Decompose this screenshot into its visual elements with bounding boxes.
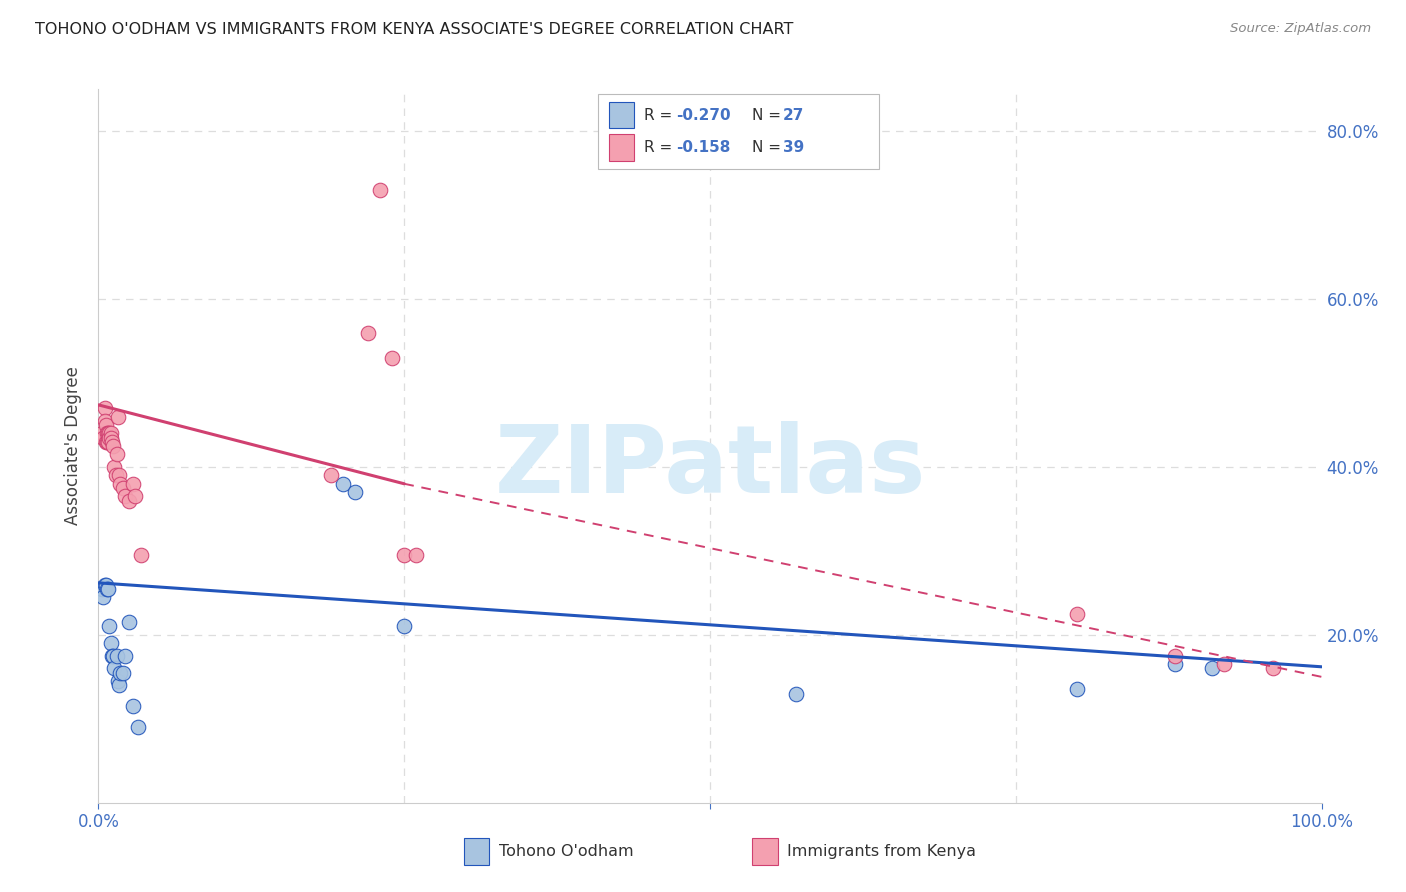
- Point: [392, 548, 416, 562]
- Y-axis label: Associate's Degree: Associate's Degree: [65, 367, 83, 525]
- Point: [101, 648, 124, 663]
- Point: [108, 468, 131, 483]
- Point: [101, 439, 124, 453]
- Point: [98, 426, 121, 441]
- Point: [96, 582, 118, 596]
- Text: R =: R =: [644, 140, 678, 154]
- Point: [91, 426, 114, 441]
- Text: R =: R =: [644, 108, 678, 122]
- Text: N =: N =: [752, 140, 786, 154]
- Point: [114, 648, 136, 663]
- Point: [405, 548, 427, 562]
- Point: [1164, 648, 1187, 663]
- Point: [121, 476, 143, 491]
- Point: [1066, 682, 1088, 697]
- Point: [97, 582, 120, 596]
- Point: [100, 636, 122, 650]
- Point: [100, 426, 122, 441]
- Point: [96, 434, 118, 449]
- Text: -0.158: -0.158: [676, 140, 731, 154]
- Point: [319, 468, 342, 483]
- Point: [107, 409, 129, 424]
- Point: [110, 476, 132, 491]
- Point: [91, 590, 114, 604]
- Point: [392, 619, 416, 633]
- Point: [93, 577, 115, 591]
- Text: TOHONO O'ODHAM VS IMMIGRANTS FROM KENYA ASSOCIATE'S DEGREE CORRELATION CHART: TOHONO O'ODHAM VS IMMIGRANTS FROM KENYA …: [35, 22, 793, 37]
- Point: [1201, 661, 1223, 675]
- Point: [129, 548, 152, 562]
- Point: [118, 493, 141, 508]
- Point: [97, 426, 120, 441]
- Point: [96, 426, 118, 441]
- Point: [1212, 657, 1234, 672]
- Point: [104, 468, 127, 483]
- Text: Tohono O'odham: Tohono O'odham: [499, 845, 634, 859]
- Point: [105, 648, 128, 663]
- Text: 27: 27: [783, 108, 804, 122]
- Point: [111, 665, 134, 680]
- Point: [103, 460, 125, 475]
- Point: [98, 431, 121, 445]
- Point: [100, 431, 122, 445]
- Point: [356, 326, 378, 340]
- Point: [107, 674, 129, 689]
- Point: [97, 434, 120, 449]
- Text: -0.270: -0.270: [676, 108, 731, 122]
- Text: Immigrants from Kenya: Immigrants from Kenya: [787, 845, 976, 859]
- Point: [105, 447, 128, 461]
- Point: [118, 615, 141, 630]
- Point: [368, 183, 391, 197]
- Point: [101, 648, 124, 663]
- Point: [1164, 657, 1187, 672]
- Point: [93, 401, 115, 416]
- Point: [91, 431, 114, 445]
- Point: [94, 434, 117, 449]
- Point: [344, 485, 367, 500]
- Point: [108, 678, 131, 692]
- Point: [127, 720, 149, 734]
- Point: [93, 414, 115, 428]
- Point: [98, 619, 121, 633]
- Point: [121, 699, 143, 714]
- Point: [332, 476, 354, 491]
- Point: [1261, 661, 1284, 675]
- Text: 39: 39: [783, 140, 804, 154]
- Text: ZIPatlas: ZIPatlas: [495, 421, 925, 514]
- Point: [91, 582, 114, 596]
- Point: [1066, 607, 1088, 621]
- Point: [110, 665, 132, 680]
- Text: Source: ZipAtlas.com: Source: ZipAtlas.com: [1230, 22, 1371, 36]
- Point: [94, 417, 117, 432]
- Point: [124, 489, 146, 503]
- Point: [101, 434, 124, 449]
- Point: [114, 489, 136, 503]
- Text: N =: N =: [752, 108, 786, 122]
- Point: [785, 687, 807, 701]
- Point: [94, 577, 117, 591]
- Point: [111, 481, 134, 495]
- Point: [103, 661, 125, 675]
- Point: [381, 351, 404, 365]
